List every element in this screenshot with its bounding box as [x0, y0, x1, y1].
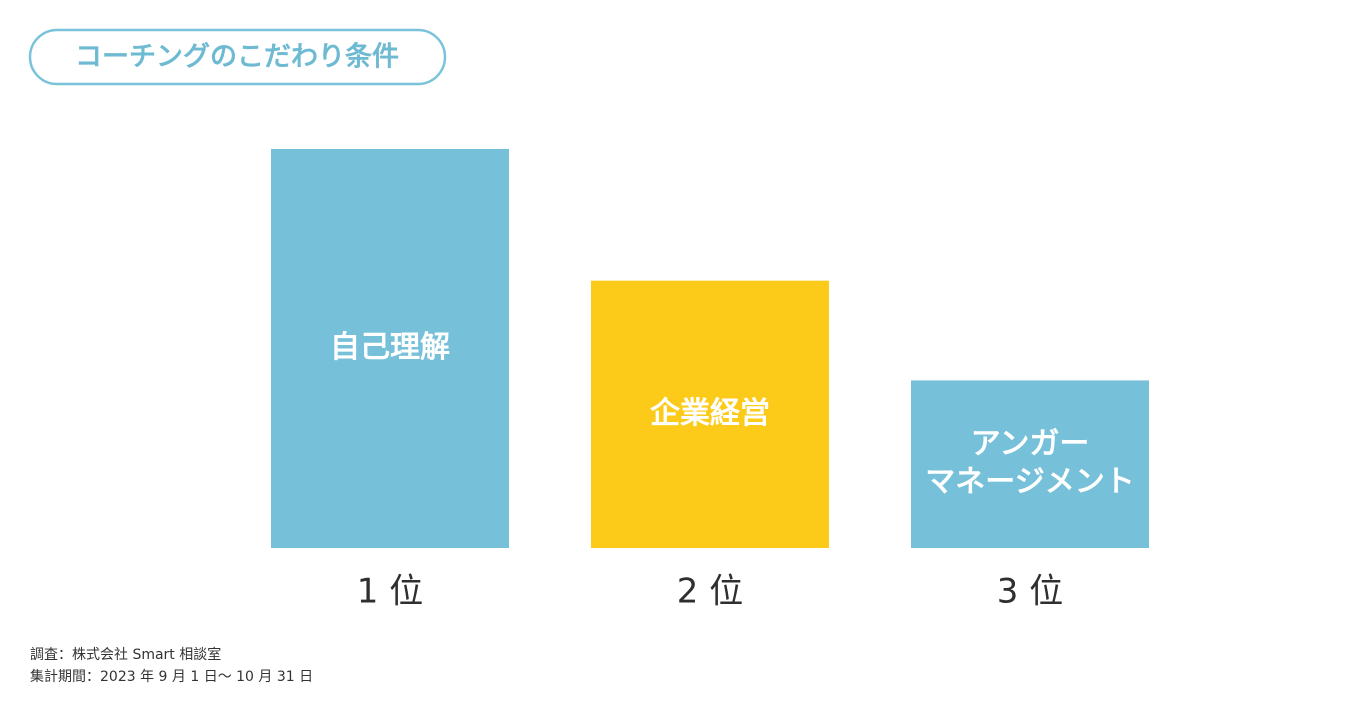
chart-title: コーチングのこだわり条件 [75, 41, 399, 73]
x-tick-label: 3 位 [997, 572, 1063, 612]
period-note: 集計期間：2023 年 9 月 1 日〜 10 月 31 日 [30, 668, 313, 685]
bar-label: マネージメント [925, 465, 1134, 500]
bar [271, 149, 509, 548]
x-tick-label: 2 位 [677, 572, 743, 612]
bar [911, 380, 1149, 548]
x-tick-label: 1 位 [357, 572, 423, 612]
bar-label: 企業経営 [650, 396, 770, 431]
bar-label: アンガー [971, 427, 1090, 462]
title-pill [28, 28, 447, 86]
bar [591, 280, 829, 548]
bar-label: 自己理解 [330, 330, 450, 365]
source-note: 調査：株式会社 Smart 相談室 [30, 646, 221, 663]
